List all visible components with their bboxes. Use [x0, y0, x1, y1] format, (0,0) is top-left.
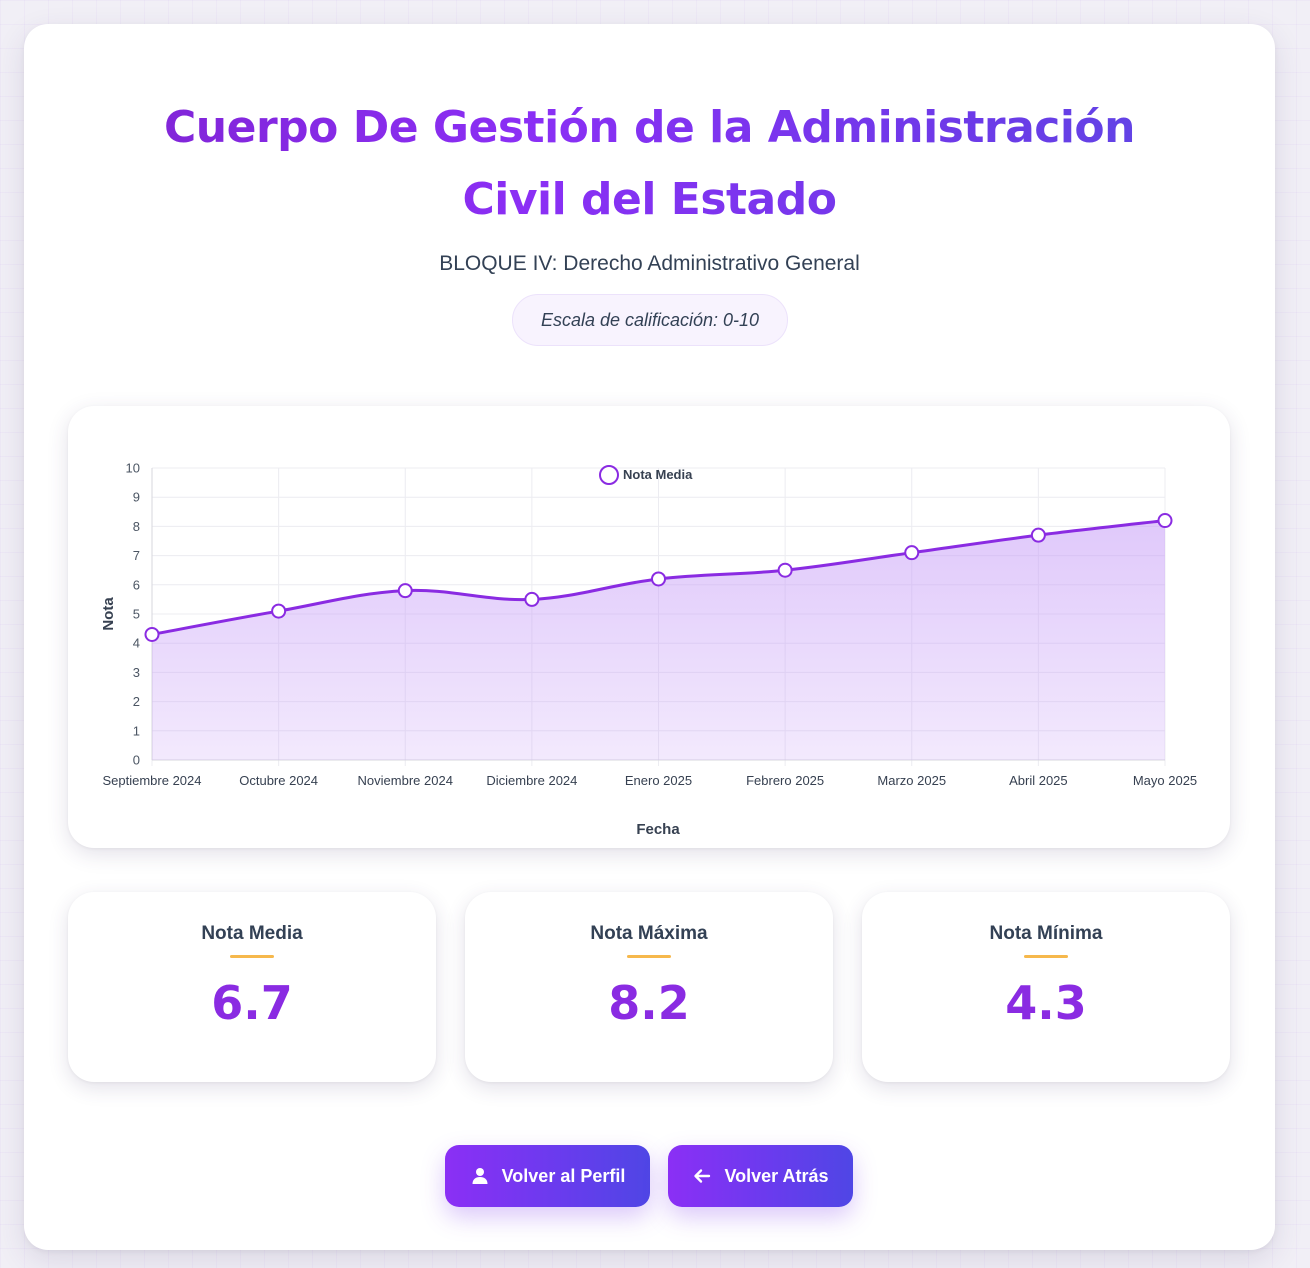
x-tick-label: Abril 2025 — [1009, 773, 1068, 788]
go-back-label: Volver Atrás — [724, 1165, 829, 1186]
y-tick-label: 4 — [133, 636, 140, 651]
arrow-left-icon — [692, 1166, 712, 1186]
data-point — [397, 583, 413, 599]
x-tick-label: Octubre 2024 — [239, 773, 318, 788]
x-axis-title: Fecha — [636, 821, 680, 838]
data-point — [1157, 513, 1173, 529]
data-point — [271, 603, 287, 619]
y-tick-label: 6 — [133, 577, 140, 592]
page-subtitle: BLOQUE IV: Derecho Administrativo Genera… — [439, 252, 860, 275]
back-to-profile-label: Volver al Perfil — [501, 1165, 626, 1186]
y-axis-title: Nota — [100, 597, 117, 631]
grade-line-chart: 0 1 2 3 4 5 6 7 8 9 10 Septiembre 2024 Octubre 2024 N… — [100, 461, 1197, 839]
chart-card: 0 1 2 3 4 5 6 7 8 9 10 Septiembre 2024 Octubre 2024 N… — [68, 406, 1230, 848]
data-point — [904, 545, 920, 561]
y-tick-label: 8 — [133, 519, 140, 534]
stat-card-minimum: Nota Mínima 4.3 — [862, 892, 1230, 1082]
data-point — [777, 562, 793, 578]
grading-scale-badge: Escala de calificación: 0-10 — [512, 294, 788, 346]
stat-card-maximum: Nota Máxima 8.2 — [465, 892, 833, 1082]
x-tick-label: Septiembre 2024 — [102, 773, 201, 788]
data-point — [144, 626, 160, 642]
x-tick-label: Febrero 2025 — [746, 773, 824, 788]
y-tick-label: 3 — [133, 665, 140, 680]
stat-value: 8.2 — [608, 976, 690, 1030]
series-area-fill — [152, 520, 1165, 760]
x-tick-label: Mayo 2025 — [1133, 773, 1197, 788]
legend-label: Nota Media — [623, 467, 693, 482]
y-tick-label: 7 — [133, 548, 140, 563]
page-card: Cuerpo De Gestión de la Administración C… — [24, 24, 1275, 1250]
y-tick-label: 9 — [133, 490, 140, 505]
x-tick-label: Diciembre 2024 — [486, 773, 577, 788]
legend-marker — [599, 465, 619, 485]
y-tick-label: 1 — [133, 723, 140, 738]
x-tick-label: Marzo 2025 — [877, 773, 946, 788]
y-tick-label: 10 — [126, 461, 140, 476]
stat-label: Nota Media — [201, 923, 303, 944]
stat-value: 4.3 — [1005, 976, 1087, 1030]
go-back-button[interactable]: Volver Atrás — [668, 1145, 853, 1207]
stat-divider — [230, 955, 274, 958]
x-tick-label: Noviembre 2024 — [358, 773, 453, 788]
data-point — [1030, 527, 1046, 543]
x-tick-label: Enero 2025 — [625, 773, 692, 788]
stat-card-average: Nota Media 6.7 — [68, 892, 436, 1082]
user-icon — [470, 1166, 490, 1186]
y-tick-label: 0 — [133, 753, 140, 768]
y-tick-label: 2 — [133, 694, 140, 709]
data-point — [651, 571, 666, 587]
stat-divider — [1024, 955, 1068, 958]
stat-divider — [627, 955, 671, 958]
page-title: Cuerpo De Gestión de la Administración C… — [24, 92, 1275, 236]
stat-value: 6.7 — [211, 976, 293, 1030]
stat-label: Nota Mínima — [989, 923, 1103, 944]
y-tick-label: 5 — [133, 607, 140, 622]
data-point — [524, 591, 540, 607]
stat-label: Nota Máxima — [590, 923, 708, 944]
back-to-profile-button[interactable]: Volver al Perfil — [445, 1145, 650, 1207]
